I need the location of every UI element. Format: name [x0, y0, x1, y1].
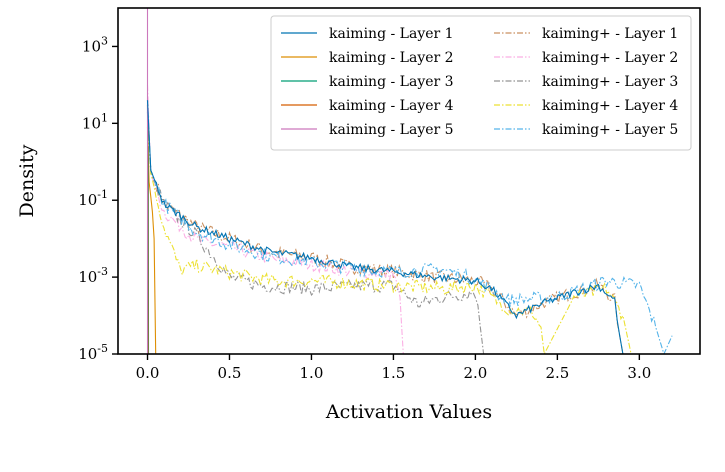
y-tick-label: 101 — [82, 111, 108, 132]
x-tick-label: 1.0 — [300, 364, 324, 382]
x-tick-label: 1.5 — [381, 364, 405, 382]
x-tick-label: 2.0 — [463, 364, 487, 382]
legend-label: kaiming+ - Layer 1 — [542, 26, 678, 42]
legend: kaiming - Layer 1 kaiming - Layer 2 kaimin… — [271, 16, 691, 150]
y-tick-label: 10-5 — [78, 342, 108, 363]
legend-label: kaiming+ - Layer 4 — [542, 98, 678, 114]
legend-label: kaiming+ - Layer 3 — [542, 74, 678, 90]
y-tick-label: 10-1 — [78, 188, 108, 209]
series-line-kaiming-layer-3 — [148, 123, 484, 354]
legend-label: kaiming - Layer 2 — [329, 50, 454, 66]
legend-label: kaiming - Layer 5 — [329, 122, 454, 138]
legend-label: kaiming - Layer 4 — [329, 98, 454, 114]
y-axis-label: Density — [16, 144, 38, 217]
x-tick-label: 0.5 — [218, 364, 242, 382]
legend-label: kaiming - Layer 3 — [329, 74, 454, 90]
y-axis: 103 101 10-1 10-3 10-5 — [78, 34, 118, 363]
x-tick-label: 2.5 — [545, 364, 569, 382]
x-tick-label: 0.0 — [136, 364, 160, 382]
x-tick-label: 3.0 — [627, 364, 651, 382]
x-axis-label: Activation Values — [325, 401, 492, 423]
x-axis: 0.0 0.5 1.0 1.5 2.0 2.5 3.0 — [136, 354, 652, 382]
y-tick-label: 10-3 — [78, 265, 108, 286]
legend-label: kaiming+ - Layer 2 — [542, 50, 678, 66]
legend-label: kaiming+ - Layer 5 — [542, 122, 678, 138]
y-tick-label: 103 — [82, 34, 108, 55]
legend-label: kaiming - Layer 1 — [329, 26, 454, 42]
